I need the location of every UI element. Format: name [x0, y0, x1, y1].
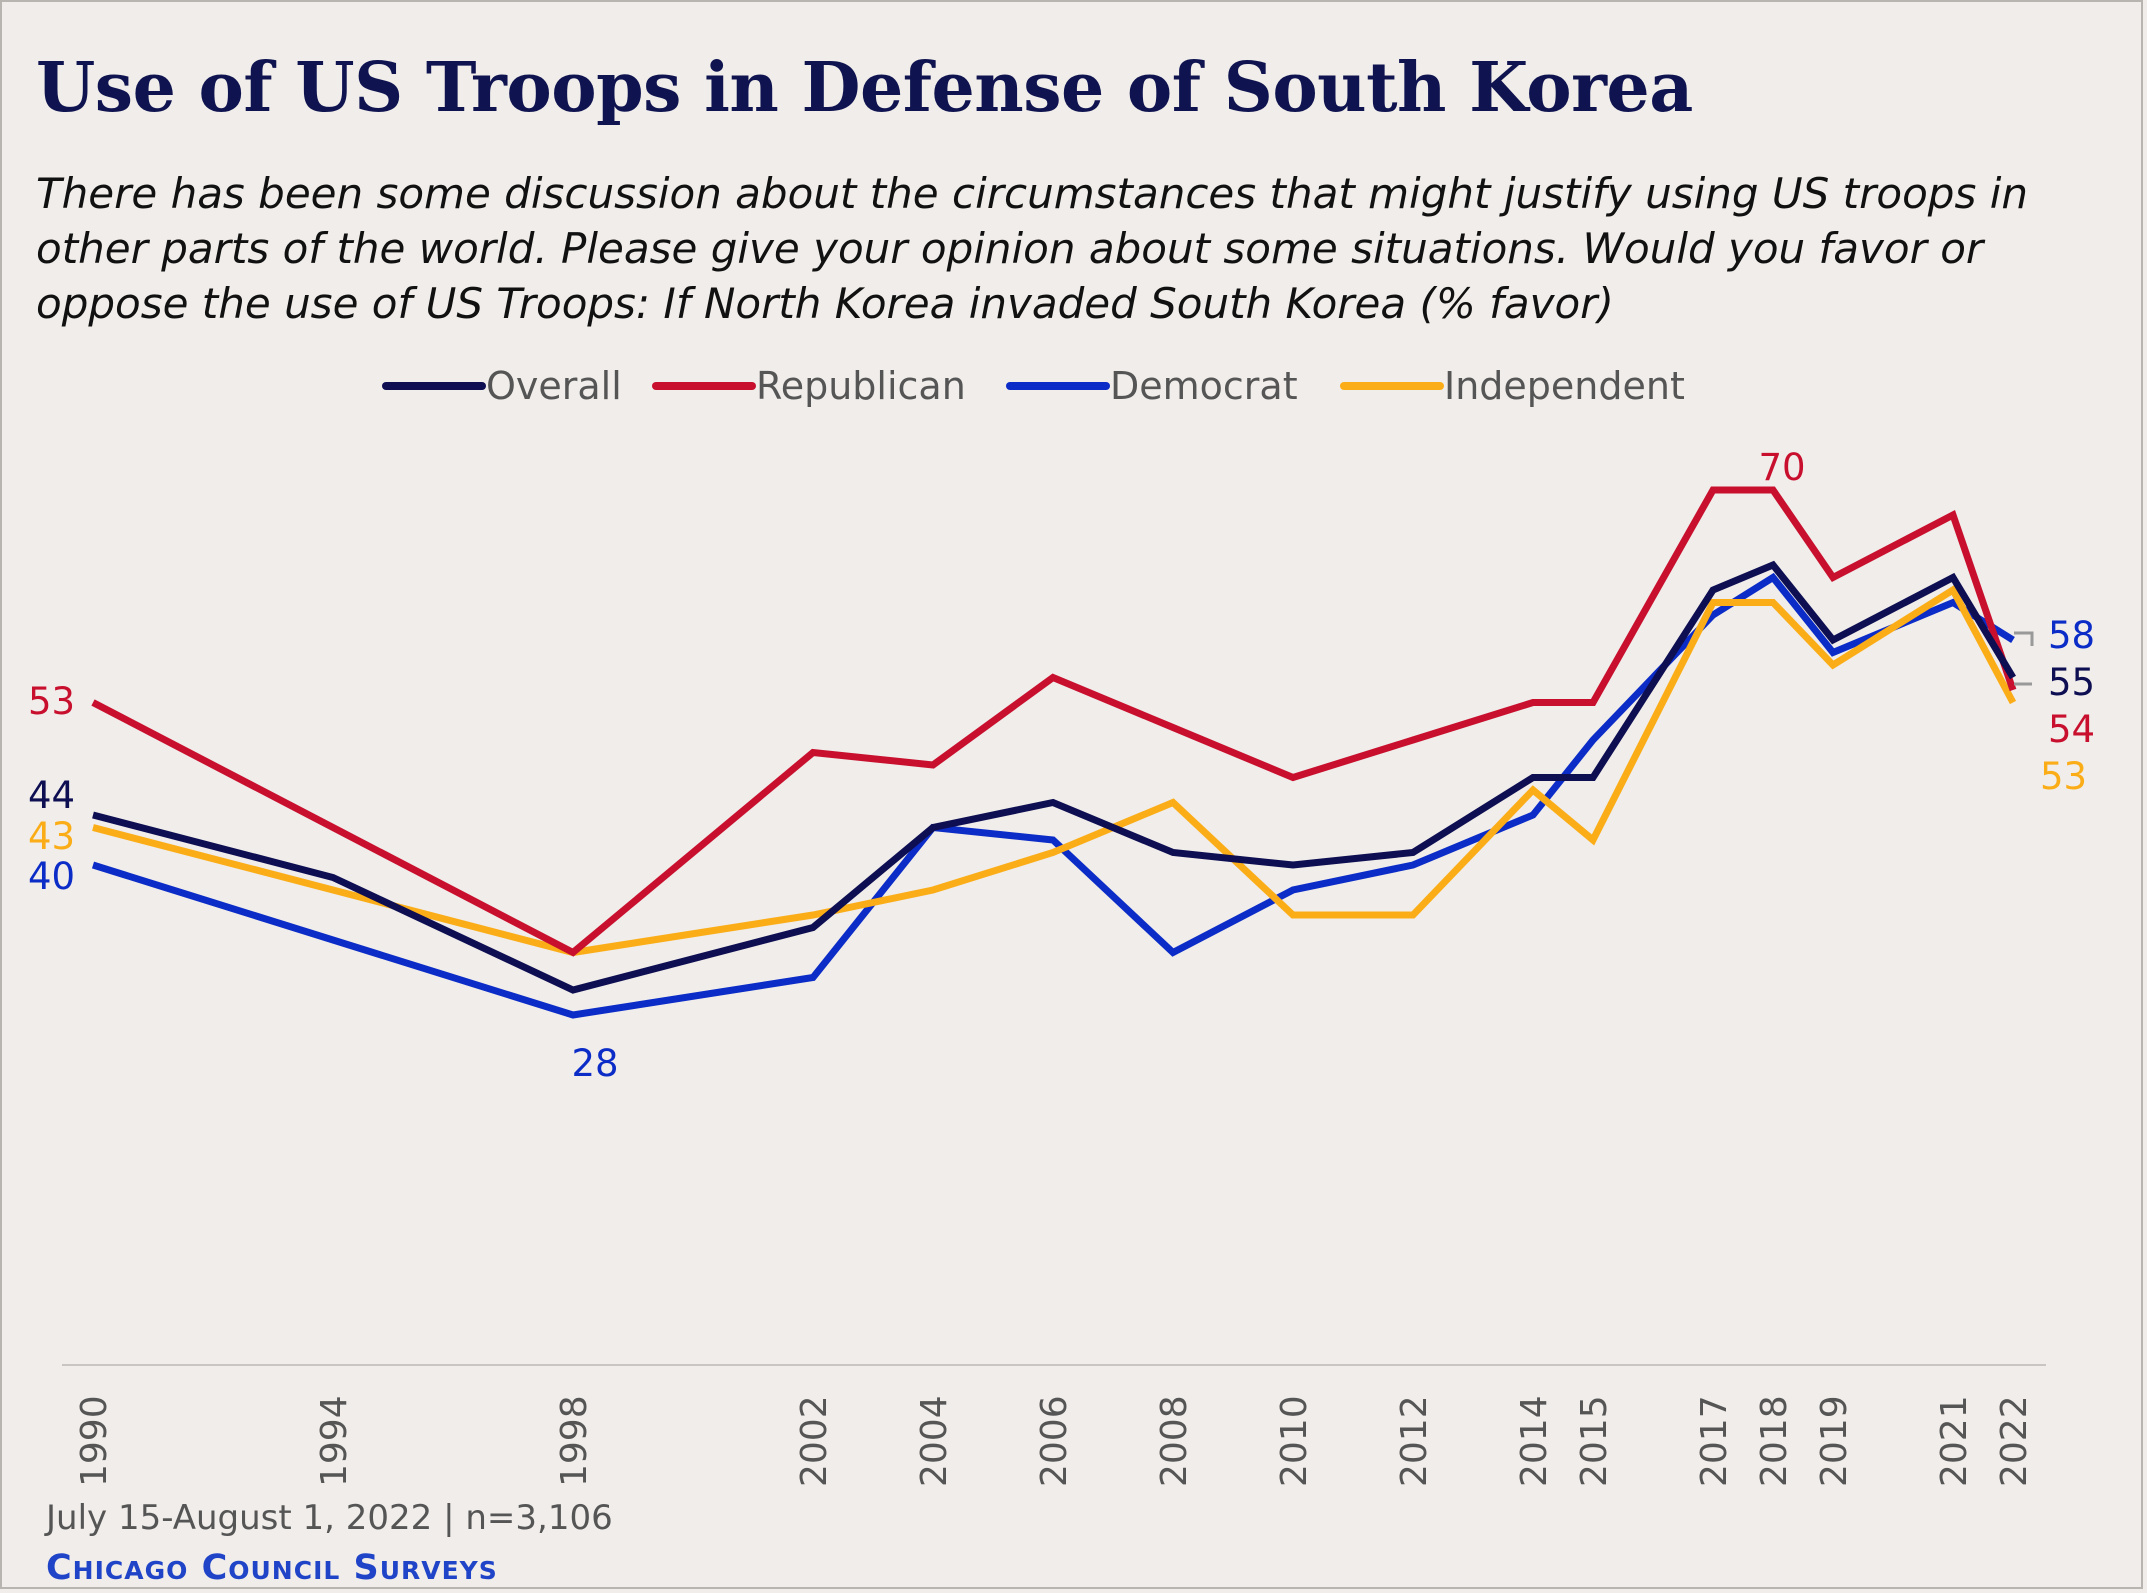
x-tick-label: 1990	[74, 1395, 115, 1487]
x-tick-label: 2021	[1934, 1395, 1975, 1487]
survey-note: July 15-August 1, 2022 | n=3,106	[46, 1498, 613, 1538]
x-tick-label: 2004	[914, 1395, 955, 1487]
data-label-overall: 44	[28, 774, 75, 817]
brand-logo-text: Chicago Council Surveys	[46, 1548, 498, 1588]
x-tick-label: 2006	[1034, 1395, 1075, 1487]
data-label-independent: 53	[2040, 755, 2087, 798]
series-line-republican	[91, 486, 2017, 957]
leader-line-democrat	[2014, 631, 2034, 646]
data-label-republican: 54	[2048, 708, 2095, 751]
legend-label-democrat: Democrat	[1110, 364, 1298, 408]
x-tick-label: 1994	[314, 1395, 355, 1487]
legend-label-independent: Independent	[1444, 364, 1685, 408]
x-tick-label: 2019	[1814, 1395, 1855, 1487]
chart-title: Use of US Troops in Defense of South Kor…	[36, 48, 1693, 128]
data-label-democrat: 58	[2048, 614, 2095, 657]
data-label-democrat: 40	[28, 855, 75, 898]
data-label-overall: 55	[2048, 661, 2095, 704]
x-tick-label: 2018	[1754, 1395, 1795, 1487]
legend-label-republican: Republican	[756, 364, 966, 408]
x-tick-label: 2015	[1574, 1395, 1615, 1487]
x-tick-label: 1998	[554, 1395, 595, 1487]
x-tick-label: 2010	[1274, 1395, 1315, 1487]
series-line-overall	[92, 560, 2017, 994]
data-label-republican: 70	[1758, 446, 1805, 489]
data-label-independent: 43	[28, 815, 75, 858]
legend-label-overall: Overall	[486, 364, 622, 408]
series-line-independent	[92, 585, 2017, 957]
data-label-democrat: 28	[571, 1042, 618, 1085]
series-line-democrat	[91, 572, 2015, 1019]
x-tick-label: 2002	[794, 1395, 835, 1487]
x-tick-label: 2012	[1394, 1395, 1435, 1487]
chart-subtitle: There has been some discussion about the…	[36, 169, 2028, 328]
x-tick-label: 2014	[1514, 1395, 1555, 1487]
x-tick-label: 2017	[1694, 1395, 1735, 1487]
x-tick-label: 2022	[1994, 1395, 2035, 1487]
x-tick-label: 2008	[1154, 1395, 1195, 1487]
data-label-republican: 53	[28, 680, 75, 723]
